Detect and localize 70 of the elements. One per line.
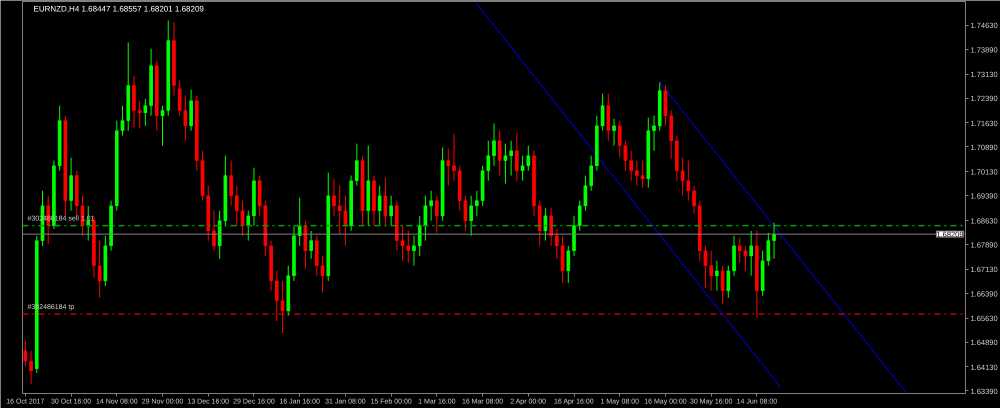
candlestick — [120, 105, 124, 136]
candlestick — [240, 200, 244, 236]
candlestick — [612, 118, 616, 146]
candlestick — [406, 230, 410, 264]
candlestick — [772, 222, 776, 260]
candlestick — [749, 230, 754, 276]
line-series — [659, 82, 906, 392]
chart-title: EURNZD,H4 1.68447 1.68557 1.68201 1.68209 — [34, 4, 204, 14]
candlestick — [720, 265, 724, 304]
candlestick — [704, 245, 708, 288]
candlestick — [384, 177, 388, 226]
candlestick — [160, 105, 164, 146]
candlestick — [309, 230, 313, 260]
candlestick — [24, 340, 28, 366]
line-series — [476, 3, 780, 387]
candlestick — [486, 140, 490, 182]
candlestick — [680, 157, 684, 196]
candlestick — [584, 175, 588, 212]
candlestick — [320, 255, 324, 294]
candlestick — [234, 185, 239, 226]
candlestick — [640, 160, 644, 188]
candlestick — [138, 100, 142, 128]
candlestick — [726, 265, 730, 298]
candlestick — [544, 207, 548, 242]
candlestick — [686, 160, 690, 202]
candlestick — [692, 185, 696, 214]
candlestick — [338, 185, 342, 234]
candlestick — [515, 132, 519, 182]
candlestick — [635, 160, 639, 186]
candlestick — [766, 232, 770, 266]
candlestick — [344, 195, 348, 246]
candlestick — [355, 143, 359, 186]
candlestick — [744, 245, 748, 272]
candlestick — [144, 98, 148, 126]
candlestick — [624, 140, 628, 172]
candlestick — [332, 178, 336, 216]
candlestick — [492, 122, 496, 166]
candlestick — [184, 95, 188, 142]
candlestick — [520, 155, 524, 182]
candlestick — [504, 143, 508, 184]
candlestick — [229, 160, 233, 206]
candlestick — [652, 115, 656, 152]
candlestick — [498, 130, 502, 176]
candlestick — [578, 200, 582, 232]
candlestick — [715, 260, 719, 292]
candlestick — [566, 245, 570, 284]
candlestick — [464, 195, 468, 232]
candlestick — [629, 150, 633, 182]
candlestick — [178, 80, 182, 116]
candlestick — [378, 185, 382, 226]
candlestick — [275, 270, 279, 322]
candlestick — [29, 350, 33, 384]
candlestick — [98, 240, 102, 298]
candlestick — [526, 145, 530, 172]
candlestick — [618, 120, 622, 158]
candlestick — [400, 225, 404, 262]
candlestick — [475, 190, 479, 216]
candlestick — [469, 195, 473, 236]
candlestick — [589, 155, 593, 192]
candlestick — [738, 237, 742, 264]
candlestick — [212, 210, 216, 252]
candlestick — [412, 235, 416, 266]
candlestick — [446, 148, 450, 186]
candlestick — [280, 280, 284, 334]
candlestick — [509, 140, 513, 176]
candlestick — [418, 215, 422, 256]
candlestick — [452, 133, 456, 182]
candlestick — [389, 195, 393, 226]
candlestick — [709, 250, 713, 292]
candlestick — [435, 195, 439, 234]
